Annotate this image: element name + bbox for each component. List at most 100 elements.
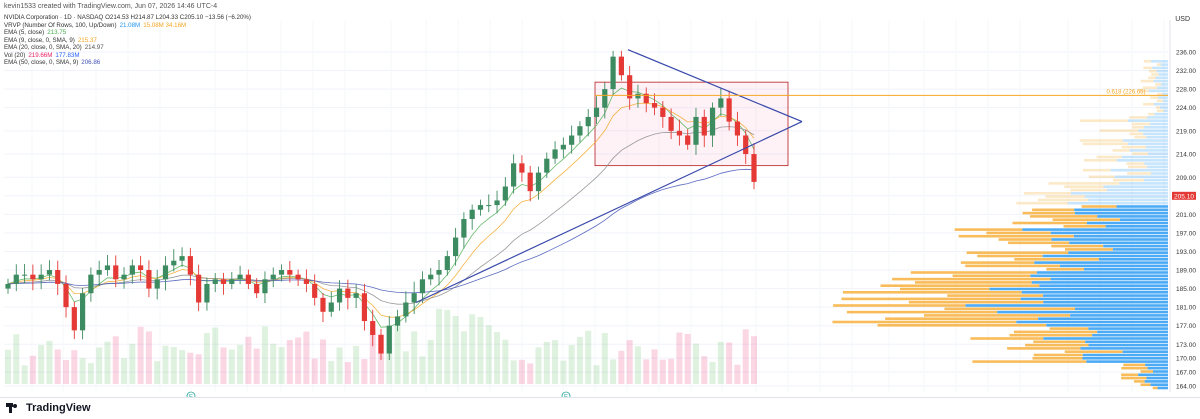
profile-bar-down (1037, 271, 1168, 274)
candle-body (254, 284, 259, 293)
profile-bar-up (1132, 152, 1148, 155)
volume-bar (751, 336, 757, 384)
candle-body (519, 163, 524, 172)
profile-bar-up (1113, 149, 1130, 152)
profile-bar-up (970, 337, 1043, 340)
profile-bar-up (1150, 96, 1158, 99)
profile-bar-down (1038, 317, 1168, 320)
candle-body (461, 219, 466, 238)
volume-bar (63, 360, 69, 384)
profile-bar-down (1148, 367, 1168, 370)
profile-bar-down (1119, 182, 1168, 185)
profile-bar-down (1039, 284, 1168, 287)
volume-bar (113, 336, 119, 384)
profile-bar-up (1128, 166, 1147, 169)
profile-bar-up (1156, 106, 1160, 109)
profile-bar-down (1106, 225, 1168, 228)
profile-bar-down (1157, 86, 1168, 89)
volume-bar (444, 310, 450, 384)
candle-body (287, 270, 292, 275)
candle-body (561, 145, 566, 150)
profile-bar-down (1144, 162, 1168, 165)
volume-bar (544, 342, 550, 384)
profile-bar-up (1053, 218, 1120, 221)
candle-body (304, 279, 309, 284)
profile-bar-down (1075, 308, 1168, 311)
candle-body (627, 75, 632, 98)
volume-bar (345, 362, 351, 384)
candle-body (577, 126, 582, 135)
profile-bar-down (1043, 337, 1168, 340)
candle-body (271, 275, 276, 280)
volume-bar (428, 340, 434, 384)
profile-bar-up (1126, 162, 1144, 165)
profile-bar-up (1008, 242, 1069, 245)
profile-bar-down (1123, 139, 1168, 142)
tradingview-brand: TradingView (26, 402, 91, 414)
profile-bar-down (1043, 255, 1168, 258)
profile-bar-up (1034, 354, 1083, 357)
profile-bar-up (1030, 215, 1097, 218)
profile-bar-down (1163, 100, 1168, 103)
volume-bar (88, 363, 94, 384)
indicator-legend: NVIDIA Corporation · 1D · NASDAQ O214.53… (4, 14, 251, 67)
profile-bar-down (1088, 327, 1168, 330)
volume-bar (486, 325, 492, 384)
profile-bar-up (1132, 123, 1150, 126)
volume-bar (710, 362, 716, 384)
candle-body (246, 275, 251, 284)
profile-bar-up (1100, 129, 1139, 132)
profile-bar-down (1088, 199, 1168, 202)
candle-body (329, 303, 334, 312)
profile-bar-up (977, 255, 1042, 258)
profile-bar-up (1132, 126, 1144, 129)
volume-bar (685, 334, 691, 384)
candle-body (121, 275, 126, 280)
profile-bar-down (1032, 281, 1168, 284)
profile-bar-up (833, 304, 965, 307)
profile-bar-down (1046, 324, 1168, 327)
profile-bar-down (1074, 209, 1168, 212)
profile-bar-down (1092, 334, 1168, 337)
candle-body (138, 265, 143, 270)
candle-body (727, 98, 732, 121)
profile-bar-up (892, 278, 1050, 281)
profile-bar-up (1083, 143, 1128, 146)
volume-profile (833, 60, 1168, 389)
profile-bar-up (1157, 110, 1163, 113)
profile-bar-down (1060, 265, 1168, 268)
profile-bar-down (1163, 110, 1168, 113)
profile-bar-up (1129, 116, 1147, 119)
volume-bar (46, 341, 52, 384)
candle-body (436, 270, 441, 275)
profile-bar-down (1116, 205, 1168, 208)
volume-bar (552, 340, 558, 384)
profile-bar-up (1050, 327, 1089, 330)
price-tick-label: 173.00 (1176, 342, 1196, 349)
tradingview-logo[interactable]: TradingView (6, 402, 91, 414)
profile-bar-down (1115, 176, 1168, 179)
candle-body (47, 270, 52, 275)
volume-bar (71, 350, 77, 384)
volume-bar (55, 349, 61, 384)
profile-bar-down (1123, 350, 1168, 353)
profile-bar-down (1051, 278, 1168, 281)
volume-bar (38, 345, 44, 384)
price-axis[interactable]: 236.00 232.00 228.00 224.00 219.00 214.00 209.… (1170, 20, 1196, 392)
profile-bar-down (1070, 314, 1168, 317)
volume-bar (403, 351, 409, 384)
profile-bar-down (1150, 123, 1168, 126)
volume-bar (295, 337, 301, 384)
profile-bar-down (1160, 106, 1168, 109)
candle-body (163, 265, 168, 279)
profile-bar-down (1071, 192, 1168, 195)
price-tick-label: 209.00 (1176, 175, 1196, 182)
profile-bar-up (924, 314, 1070, 317)
profile-bar-up (847, 311, 997, 314)
volume-bar (129, 344, 135, 384)
candle-body (660, 108, 665, 117)
volume-bar (229, 350, 235, 384)
price-tick-label: 193.00 (1176, 249, 1196, 256)
volume-bar (660, 360, 666, 384)
volume-bar (171, 347, 177, 384)
